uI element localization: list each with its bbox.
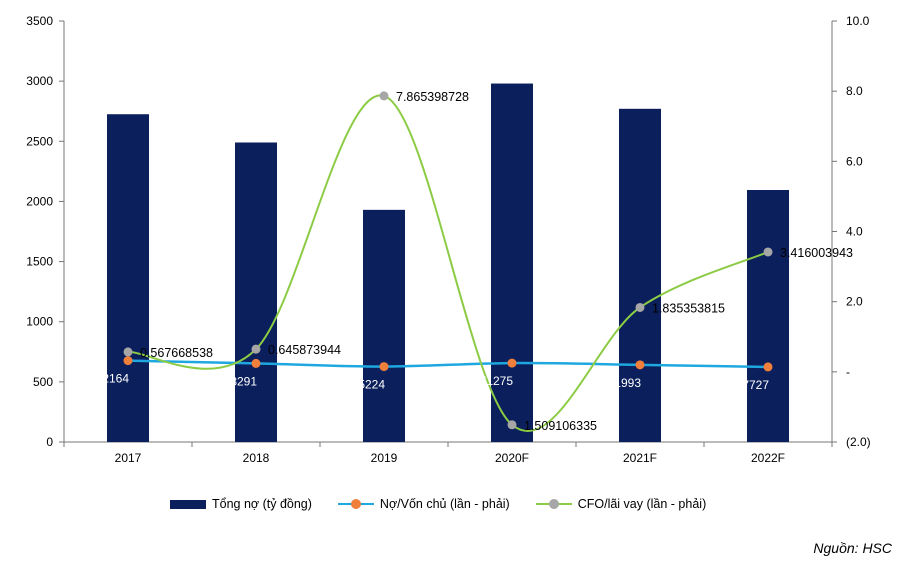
cfo-interest-point <box>763 247 773 257</box>
right-tick-label: 6.0 <box>846 154 863 168</box>
debt-equity-point <box>763 362 773 372</box>
legend-swatch-cfo-interest <box>535 498 572 510</box>
legend-label-debt-equity: Nợ/Vốn chủ (lần - phải) <box>379 497 510 511</box>
bar <box>619 108 661 443</box>
right-tick-label: 8.0 <box>846 84 863 98</box>
legend-swatch-debt-equity <box>337 498 374 510</box>
left-tick-label: 3500 <box>26 14 53 28</box>
legend-item-total-debt: Tổng nợ (tỷ đồng) <box>170 497 312 511</box>
bar <box>747 190 789 442</box>
debt-equity-data-label: 707727 <box>729 378 769 392</box>
cfo-interest-data-label: 0.645873944 <box>268 343 341 357</box>
right-tick-label: 4.0 <box>846 225 863 239</box>
cfo-interest-point <box>507 420 517 430</box>
cfo-interest-point <box>123 347 133 357</box>
left-tick-label: 500 <box>33 375 53 389</box>
cfo-interest-data-label: 1.835353815 <box>652 301 725 315</box>
right-tick-label: (2.0) <box>846 435 871 449</box>
debt-equity-point <box>379 362 389 372</box>
combo-chart: 0 500 1000 1500 2000 2500 3000 3500 (2.0) - 2.0 4.0… <box>26 14 871 465</box>
bar <box>363 209 405 442</box>
left-tick-label: 1000 <box>26 315 53 329</box>
x-tick-label: 2019 <box>371 451 398 465</box>
right-tick-label: - <box>846 365 850 379</box>
x-tick-label: 2020F <box>495 451 529 465</box>
debt-equity-point <box>635 360 645 370</box>
legend-swatch-total-debt <box>170 499 206 509</box>
legend-label-total-debt: Tổng nợ (tỷ đồng) <box>212 497 312 511</box>
legend: Tổng nợ (tỷ đồng) Nợ/Vốn chủ (lần - phải… <box>170 497 732 511</box>
cfo-interest-point <box>251 344 261 354</box>
debt-equity-data-label: 855224 <box>345 378 385 392</box>
cfo-interest-point <box>379 91 389 101</box>
legend-item-cfo-interest: CFO/lãi vay (lần - phải) <box>535 497 707 511</box>
x-tick-label: 2021F <box>623 451 657 465</box>
x-tick-label: 2022F <box>751 451 785 465</box>
right-tick-label: 10.0 <box>846 14 870 28</box>
left-tick-label: 1500 <box>26 255 53 269</box>
source-note: Nguồn: HSC <box>813 540 892 556</box>
legend-item-debt-equity: Nợ/Vốn chủ (lần - phải) <box>337 497 510 511</box>
x-tick-label: 2018 <box>243 451 270 465</box>
left-tick-label: 3000 <box>26 74 53 88</box>
right-tick-label: 2.0 <box>846 295 863 309</box>
cfo-interest-data-label: 7.865398728 <box>396 90 469 104</box>
debt-equity-data-label: 771275 <box>473 374 513 388</box>
bar <box>491 83 533 442</box>
cfo-interest-data-label: 0.567668538 <box>140 346 213 360</box>
debt-equity-data-label: 528291 <box>217 374 257 388</box>
bar <box>235 142 277 442</box>
debt-equity-point <box>251 358 261 368</box>
debt-equity-point <box>123 356 133 366</box>
legend-label-cfo-interest: CFO/lãi vay (lần - phải) <box>577 497 707 511</box>
left-tick-label: 2500 <box>26 134 53 148</box>
cfo-interest-point <box>635 302 645 312</box>
debt-equity-data-label: 012164 <box>89 372 129 386</box>
x-tick-label: 2017 <box>115 451 142 465</box>
debt-equity-data-label: 431993 <box>601 376 641 390</box>
debt-equity-line <box>127 359 769 369</box>
cfo-interest-data-label: 1.509106335 <box>524 419 597 433</box>
bar <box>107 114 149 442</box>
left-tick-label: 0 <box>46 435 53 449</box>
left-tick-label: 2000 <box>26 194 53 208</box>
cfo-interest-data-label: 3.416003943 <box>780 246 853 260</box>
debt-equity-point <box>507 358 517 368</box>
